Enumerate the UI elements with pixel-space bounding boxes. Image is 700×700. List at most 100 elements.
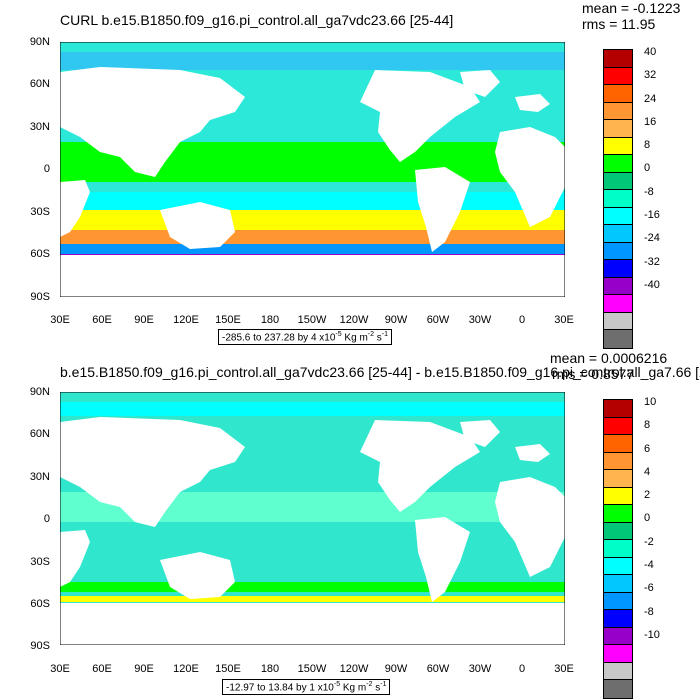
landmass (460, 420, 500, 447)
colorbar-swatch (604, 172, 632, 190)
landmass (415, 167, 470, 252)
colorbar-label: 8 (644, 419, 651, 431)
mean-value: mean = -0.1223 (582, 0, 681, 16)
colorbar-swatch (604, 242, 632, 260)
range-text: -12.97 to 13.84 by 1 x10 (226, 682, 334, 694)
lat-label: 60N (29, 78, 50, 90)
colorbar-swatch (604, 137, 632, 155)
colorbar-label: 8 (644, 139, 651, 151)
range-exp: -5 (335, 331, 342, 338)
colorbar-swatch (604, 487, 632, 505)
mean-value: mean = 0.0006216 (550, 350, 668, 366)
colorbar-swatch (604, 67, 632, 85)
colorbar-label: 10 (644, 396, 657, 408)
ocean-band (60, 596, 565, 602)
lon-label: 150W (297, 314, 327, 326)
rms-value-bottom: rms = 0.8577 (552, 366, 635, 382)
colorbar-label: -8 (644, 186, 654, 198)
landmass (160, 202, 235, 249)
range-exp: -5 (333, 681, 341, 688)
contour-range-label: -12.97 to 13.84 by 1 x10-5 Kg m-2 s-1 (222, 679, 391, 696)
colorbar-label: -40 (644, 279, 660, 291)
colorbar-label: -32 (644, 256, 660, 268)
colorbar-swatch (604, 277, 632, 295)
lon-label: 30E (554, 663, 574, 675)
ocean-band (60, 582, 565, 592)
lon-label: 120E (173, 314, 199, 326)
contour-range-label: -285.6 to 237.28 by 4 x10-5 Kg m-2 s-1 (218, 329, 393, 346)
landmass (360, 70, 480, 162)
stats: mean = 0.0006216 (550, 350, 667, 366)
colorbar-label: 24 (644, 93, 657, 105)
map-plot (60, 392, 565, 645)
lat-label: 90S (30, 640, 50, 652)
ocean-band (60, 230, 565, 244)
colorbar-label: 0 (644, 512, 651, 524)
colorbar-label: -10 (644, 629, 660, 641)
lon-label: 180 (260, 314, 280, 326)
colorbar-swatch (604, 435, 632, 453)
colorbar-label: -4 (644, 559, 654, 571)
colorbar-swatch (604, 120, 632, 138)
ocean-band (60, 244, 565, 254)
antarctica (60, 255, 565, 297)
lon-label: 0 (518, 314, 526, 326)
range-exp3: -1 (381, 331, 389, 338)
lon-label: 60E (92, 663, 112, 675)
lat-label: 90N (29, 36, 50, 48)
lon-label: 120W (339, 663, 369, 675)
lat-label: 30S (30, 556, 50, 568)
panel-top: CURL b.e15.B1850.f09_g16.pi_control.all_… (0, 0, 700, 349)
colorbar-swatch (604, 225, 632, 243)
colorbar-label: -24 (644, 232, 660, 244)
range-unit2: s (374, 332, 382, 344)
lon-label: 30W (468, 314, 492, 326)
colorbar-swatch (604, 470, 632, 488)
lat-label: 60N (29, 428, 50, 440)
colorbar-swatch (604, 575, 632, 593)
lat-label: 0 (43, 513, 50, 525)
lon-label: 150E (215, 663, 241, 675)
colorbar-label: 40 (644, 46, 657, 58)
lat-label: 90N (29, 386, 50, 398)
colorbar-swatch (604, 540, 632, 558)
colorbar-swatch (604, 312, 632, 330)
colorbar-label: 16 (644, 116, 657, 128)
stats: mean = -0.1223 rms = 11.95 (582, 0, 680, 32)
colorbar-swatch (604, 417, 632, 435)
colorbar-label: 4 (644, 466, 651, 478)
colorbar-swatch (604, 295, 632, 313)
colorbar-swatch (604, 627, 632, 645)
lat-label: 30N (29, 471, 50, 483)
colorbar-swatch (604, 610, 632, 628)
colorbar-swatch (604, 452, 632, 470)
lat-label: 30N (29, 121, 50, 133)
colorbar (603, 399, 633, 699)
colorbar-swatch (604, 522, 632, 540)
range-text: -285.6 to 237.28 by 4 x10 (222, 332, 336, 344)
colorbar-swatch (604, 557, 632, 575)
landmass (515, 444, 550, 462)
lat-label: 30S (30, 206, 50, 218)
range-unit2: s (372, 682, 381, 694)
colorbar-swatch (604, 400, 632, 418)
colorbar-label: 0 (644, 162, 651, 174)
panel-bottom: b.e15.B1850.f09_g16.pi_control.all_ga7vd… (0, 350, 700, 700)
panel-title: b.e15.B1850.f09_g16.pi_control.all_ga7vd… (60, 364, 700, 380)
panel-title: CURL b.e15.B1850.f09_g16.pi_control.all_… (60, 12, 454, 28)
colorbar-label: 6 (644, 443, 651, 455)
lat-label: 60S (30, 248, 50, 260)
colorbar-label: 2 (644, 489, 651, 501)
landmass (360, 420, 480, 512)
range-unit: Kg m (340, 682, 367, 694)
colorbar-swatch (604, 330, 632, 348)
colorbar-swatch (604, 85, 632, 103)
lon-label: 60W (426, 663, 450, 675)
lon-label: 90E (134, 314, 154, 326)
colorbar-swatch (604, 155, 632, 173)
colorbar-swatch (604, 260, 632, 278)
range-exp2: -2 (367, 331, 375, 338)
range-exp2: -2 (366, 681, 373, 688)
lat-label: 90S (30, 291, 50, 303)
landmass (60, 417, 245, 527)
